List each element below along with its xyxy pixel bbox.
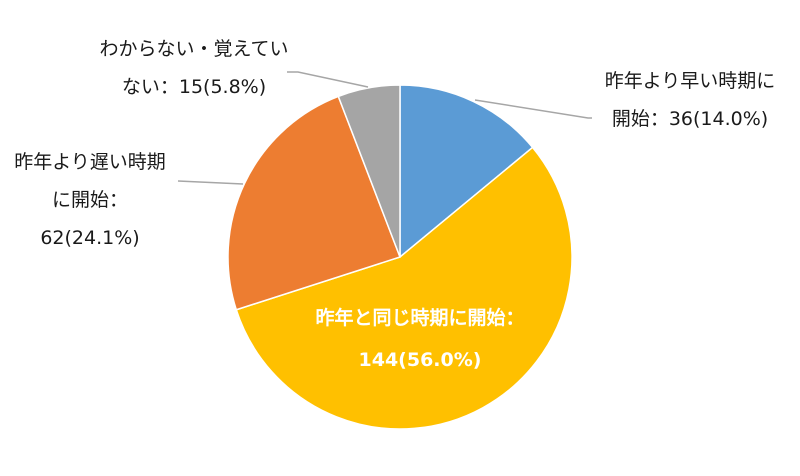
data-label-unknown: わからない・覚えてい ない：15(5.8%)	[84, 30, 304, 106]
data-label-late: 昨年より遅い時期 に開始： 62(24.1%)	[0, 143, 180, 257]
pie-slice-same	[235, 146, 573, 430]
data-label-same-line1: 昨年と同じ時期に開始：	[315, 307, 525, 329]
data-label-early: 昨年より早い時期に 開始：36(14.0%)	[590, 62, 790, 138]
data-label-late-line3: 62(24.1%)	[40, 227, 140, 249]
leader-line-unknown	[287, 71, 369, 88]
data-label-same-line2: 144(56.0%)	[358, 349, 482, 371]
data-label-late-line2: に開始：	[51, 189, 128, 211]
pie-slice-late	[227, 95, 401, 311]
data-label-unknown-line2: ない：15(5.8%)	[121, 76, 267, 98]
pie-slice-early	[399, 84, 534, 259]
data-label-late-line1: 昨年より遅い時期	[14, 151, 166, 173]
data-label-early-line1: 昨年より早い時期に	[604, 70, 776, 92]
pie-slices	[227, 84, 573, 430]
data-label-early-line2: 開始：36(14.0%)	[611, 108, 769, 130]
data-label-unknown-line1: わからない・覚えてい	[99, 38, 289, 60]
leader-lines	[177, 71, 592, 185]
data-label-same: 昨年と同じ時期に開始： 144(56.0%)	[290, 297, 550, 381]
leader-line-late	[177, 180, 244, 185]
leader-line-early	[474, 99, 592, 119]
pie-slice-unknown	[337, 84, 401, 258]
